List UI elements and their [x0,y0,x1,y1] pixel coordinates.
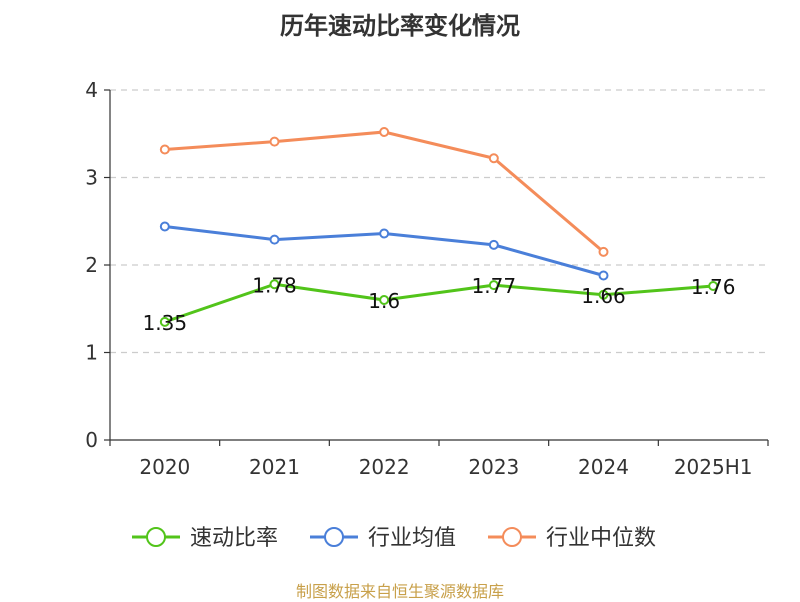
data-point [159,144,170,155]
data-point [708,281,719,291]
source-note: 制图数据来自恒生聚源数据库 [295,582,504,601]
data-point [488,280,499,291]
legend-item[interactable]: 速动比率 [132,526,278,551]
legend-label: 行业中位数 [546,526,656,551]
data-label: 1.76 [691,275,736,299]
x-tick-label: 2020 [139,455,190,479]
y-tick-label: 3 [85,166,98,190]
data-point [269,279,280,290]
legend-swatch-marker [502,527,522,547]
data-label: 1.78 [252,273,297,297]
legend-swatch-marker [146,527,166,547]
x-tick-label: 2025H1 [674,455,753,479]
data-labels: 1.35 1.78 1.6 1.77 1.66 1.76 [143,273,736,335]
data-point [379,295,390,305]
grid-lines [110,89,768,354]
data-point [269,234,280,245]
legend-item[interactable]: 行业均值 [310,526,456,551]
series-lines [159,127,719,327]
legend: 速动比率 行业均值 行业中位数 [132,526,656,551]
data-point [269,136,280,147]
data-point [159,221,170,232]
data-point [598,270,609,281]
data-point [598,246,609,257]
y-tick-label: 2 [85,253,98,277]
y-tick-label: 0 [85,428,98,452]
data-label: 1.77 [472,274,517,298]
data-point [488,239,499,250]
data-point [598,289,609,300]
x-tick-label: 2023 [468,455,519,479]
x-tick-label: 2024 [578,455,629,479]
y-tick-label: 1 [85,341,98,365]
data-point [488,153,499,164]
series-line [163,282,715,324]
axes: 0 1 2 3 4 2020 2021 2022 2023 2024 2025H1 [85,78,769,479]
y-tick-label: 4 [85,78,98,102]
chart-title: 历年速动比率变化情况 [280,12,520,40]
data-point [379,228,390,239]
legend-label: 行业均值 [368,526,456,551]
data-point [379,127,390,137]
data-label: 1.35 [143,311,188,335]
data-point [159,316,170,327]
data-label: 1.66 [581,284,626,308]
legend-label: 速动比率 [190,526,278,551]
x-tick-label: 2021 [249,455,300,479]
data-label: 1.6 [368,289,400,313]
x-tick-label: 2022 [359,455,410,479]
legend-item[interactable]: 行业中位数 [488,526,656,551]
legend-swatch-marker [324,527,344,547]
